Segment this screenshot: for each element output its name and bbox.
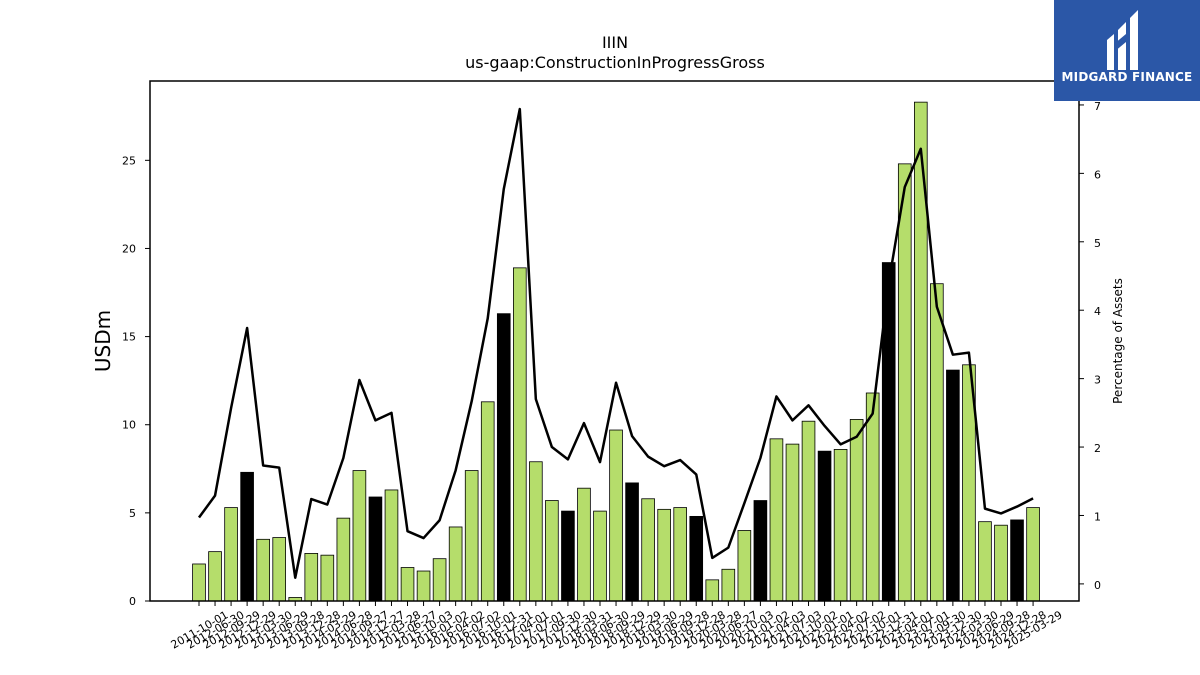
bar [625, 482, 639, 602]
bar [817, 450, 832, 602]
bar [769, 438, 784, 602]
x-axis-ticks: 2011-10-012012-06-302012-09-292012-12-29… [169, 601, 1065, 652]
logo-mark-icon [1107, 10, 1138, 70]
bar [1026, 507, 1040, 602]
bar [432, 558, 447, 602]
bar [352, 470, 367, 602]
bar [801, 420, 816, 602]
y-tick-label: 25 [122, 154, 136, 167]
bar [1010, 519, 1024, 602]
bar [673, 507, 687, 602]
plot-frame [149, 80, 1080, 602]
chart-title: IIIN [602, 33, 628, 52]
bar [529, 461, 543, 602]
bar [657, 508, 671, 602]
y2-tick-label: 6 [1094, 168, 1101, 181]
bar [593, 510, 607, 602]
bar [545, 500, 559, 602]
logo-text: MIDGARD FINANCE [1061, 70, 1193, 84]
bar [384, 489, 399, 602]
bar [240, 471, 254, 602]
bar [448, 526, 463, 602]
bar [994, 524, 1008, 602]
bar [480, 401, 495, 602]
left-axis-ticks: 0 5 10 15 20 25 [122, 154, 150, 608]
bar [833, 449, 848, 602]
bar [496, 313, 511, 602]
bar [416, 570, 431, 602]
bar [561, 510, 575, 602]
line-series [197, 107, 1034, 579]
y2-tick-label: 1 [1094, 510, 1101, 523]
bar [192, 563, 206, 602]
y-tick-label: 0 [129, 595, 136, 608]
bar [721, 568, 736, 602]
percentage-line [197, 107, 1034, 579]
y2-tick-label: 3 [1094, 374, 1101, 387]
bar [978, 521, 992, 602]
y2-tick-label: 0 [1094, 579, 1101, 592]
bar [753, 500, 768, 602]
bar [849, 419, 864, 602]
bar [914, 101, 928, 602]
bar [304, 553, 319, 602]
bar [865, 392, 880, 602]
y-tick-label: 10 [122, 419, 136, 432]
brand-logo: MIDGARD FINANCE [1054, 0, 1200, 101]
bar-series [192, 101, 1040, 602]
y-axis-label: USDm [91, 310, 115, 372]
bar [208, 551, 222, 602]
y-tick-label: 20 [122, 242, 136, 255]
bar [224, 507, 238, 602]
chart-subtitle: us-gaap:ConstructionInProgressGross [465, 53, 765, 72]
bar [609, 429, 623, 602]
y-tick-label: 5 [129, 507, 136, 520]
y2-tick-label: 4 [1094, 305, 1101, 318]
bar [689, 515, 704, 602]
y2-axis-label: Percentage of Assets [1111, 278, 1125, 404]
bar [400, 567, 415, 602]
bar [513, 267, 527, 602]
y2-tick-label: 5 [1094, 237, 1101, 250]
bar [641, 498, 655, 602]
bar [577, 487, 591, 602]
y-tick-label: 15 [122, 331, 136, 344]
bar [368, 496, 383, 602]
bar [930, 283, 944, 602]
y2-tick-label: 7 [1094, 100, 1101, 113]
bar [946, 369, 960, 602]
y2-tick-label: 2 [1094, 442, 1101, 455]
bar [897, 163, 912, 602]
bar [785, 443, 800, 602]
bar [705, 579, 720, 602]
right-axis-ticks: 0 1 2 3 4 5 6 7 [1079, 100, 1101, 592]
bar [272, 537, 286, 602]
bar [336, 517, 351, 602]
bar [464, 470, 479, 602]
bar [256, 538, 270, 602]
bar [737, 530, 752, 602]
bar [320, 554, 335, 602]
